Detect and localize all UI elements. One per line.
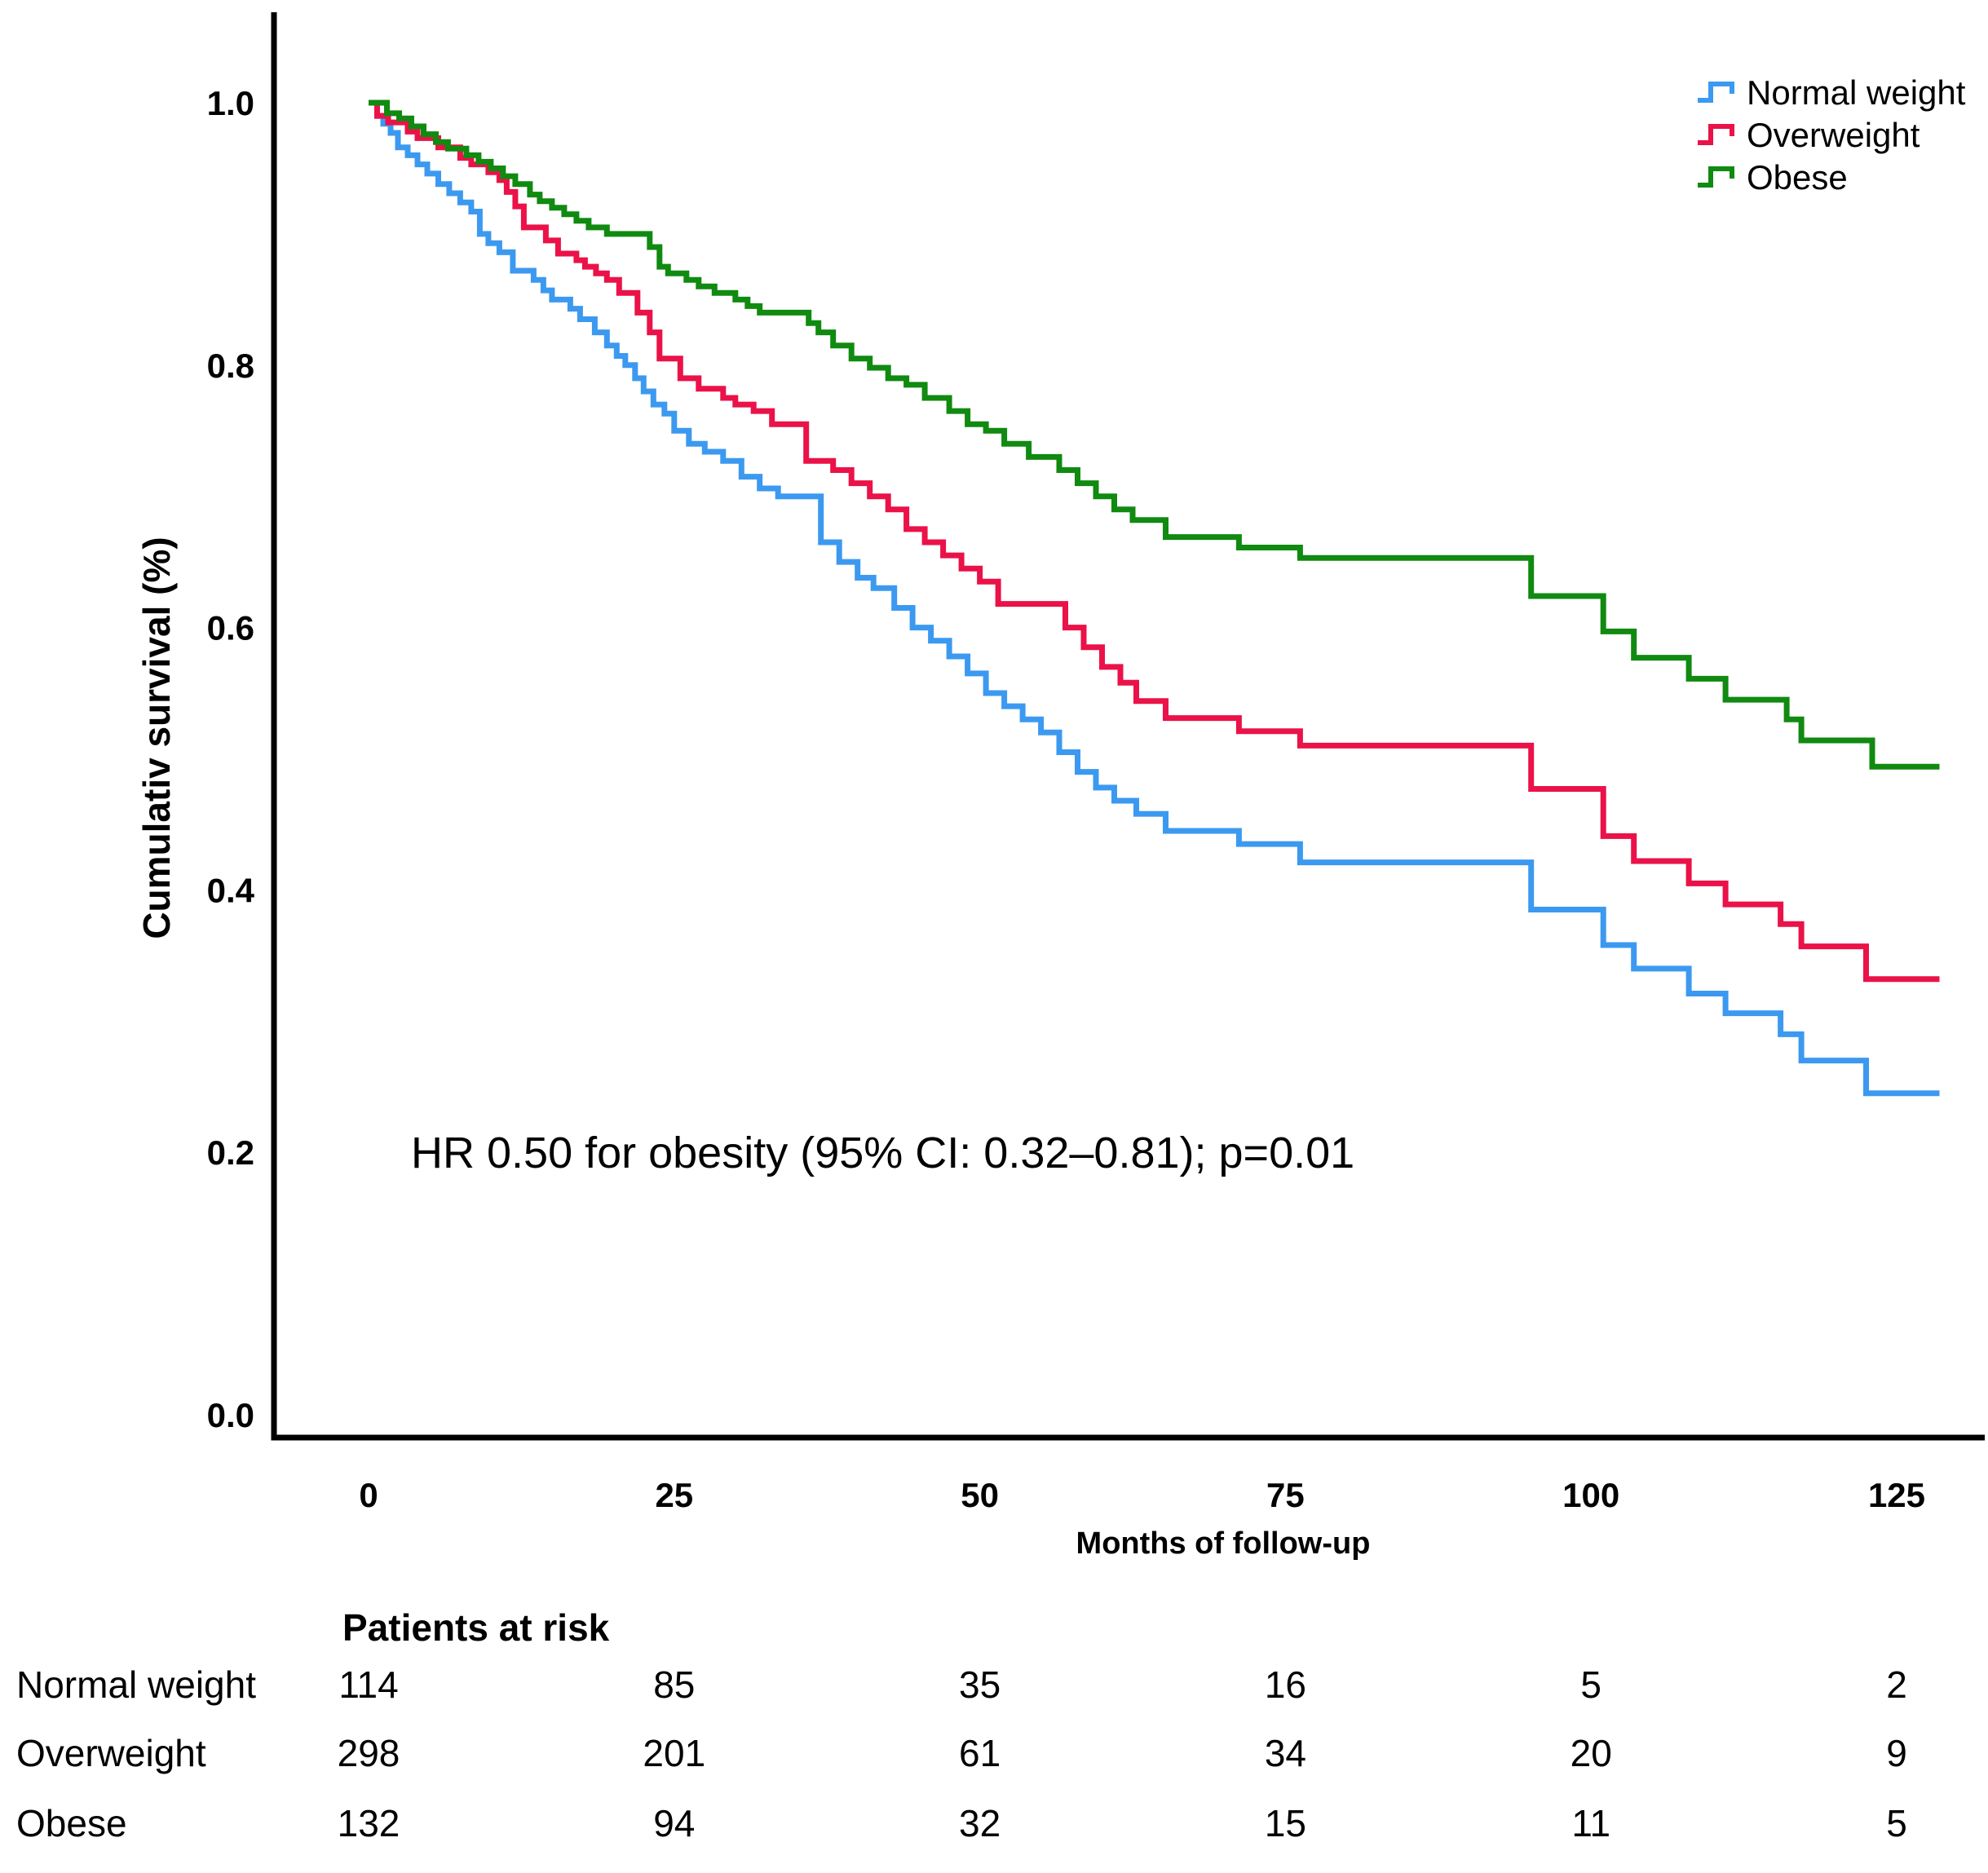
legend-item-obese: Obese — [1698, 158, 1848, 197]
y-tick-label-0.4: 0.4 — [207, 871, 255, 909]
normal-weight-step-line-icon — [1698, 82, 1734, 103]
risk-value: 20 — [1571, 1732, 1612, 1774]
curve-overweight — [369, 99, 1940, 983]
y-tick-label-1.0: 1.0 — [207, 84, 254, 122]
legend-label: Normal weight — [1747, 73, 1966, 112]
risk-value: 61 — [959, 1732, 1001, 1774]
x-tick-label-100: 100 — [1562, 1476, 1619, 1514]
x-tick-label-25: 25 — [655, 1476, 693, 1514]
risk-value: 85 — [653, 1663, 695, 1706]
y-tick-label-0.0: 0.0 — [207, 1396, 254, 1434]
risk-value: 132 — [338, 1802, 400, 1844]
x-tick-label-50: 50 — [961, 1476, 999, 1514]
x-tick-label-0: 0 — [359, 1476, 378, 1514]
hazard-ratio-annotation: HR 0.50 for obesity (95% CI: 0.32–0.81);… — [411, 1129, 1354, 1177]
risk-row-label: Obese — [16, 1802, 127, 1844]
risk-value: 15 — [1265, 1802, 1306, 1844]
risk-row-overweight: Overweight 298 201 61 34 20 9 — [16, 1732, 1907, 1774]
y-tick-label-0.2: 0.2 — [207, 1133, 254, 1172]
y-tick-label-0.8: 0.8 — [207, 347, 254, 385]
x-tick-label-125: 125 — [1868, 1476, 1925, 1514]
risk-value: 298 — [338, 1732, 400, 1774]
ticks-layer: 1.0 0.8 0.6 0.4 0.2 0.0 0 25 50 75 100 125 — [207, 84, 1925, 1514]
x-axis-title: Months of follow-up — [1076, 1526, 1371, 1561]
risk-value: 16 — [1265, 1663, 1306, 1706]
risk-value: 34 — [1265, 1732, 1306, 1774]
risk-row-obese: Obese 132 94 32 15 11 5 — [16, 1802, 1907, 1844]
risk-table-title: Patients at risk — [342, 1606, 610, 1649]
risk-row-normal-weight: Normal weight 114 85 35 16 5 2 — [16, 1663, 1907, 1706]
risk-value: 5 — [1886, 1802, 1907, 1844]
risk-value: 2 — [1886, 1663, 1907, 1706]
risk-value: 114 — [338, 1663, 398, 1706]
risk-value: 11 — [1571, 1802, 1610, 1844]
risk-value: 35 — [959, 1663, 1001, 1706]
legend-label: Overweight — [1747, 116, 1920, 154]
risk-value: 94 — [653, 1802, 695, 1844]
risk-row-label: Overweight — [16, 1732, 206, 1774]
y-axis-title: Cumulativ survival (%) — [135, 537, 178, 939]
risk-row-label: Normal weight — [16, 1663, 256, 1706]
risk-value: 201 — [643, 1732, 705, 1774]
patients-at-risk-table: Patients at risk Normal weight 114 85 35 16 5… — [16, 1606, 1907, 1844]
y-tick-label-0.6: 0.6 — [207, 609, 254, 647]
overweight-step-line-icon — [1698, 124, 1734, 145]
curve-obese — [369, 99, 1940, 770]
risk-value: 5 — [1580, 1663, 1601, 1706]
curve-normal-weight — [369, 99, 1940, 1097]
risk-value: 9 — [1886, 1732, 1907, 1774]
legend-label: Obese — [1747, 158, 1848, 197]
x-tick-label-75: 75 — [1266, 1476, 1305, 1514]
legend-item-normal-weight: Normal weight — [1698, 73, 1966, 112]
legend: Normal weight Overweight Obese — [1698, 73, 1966, 197]
obese-step-line-icon — [1698, 166, 1734, 188]
legend-item-overweight: Overweight — [1698, 116, 1920, 154]
risk-value: 32 — [959, 1802, 1001, 1844]
curves-layer — [369, 99, 1940, 1097]
